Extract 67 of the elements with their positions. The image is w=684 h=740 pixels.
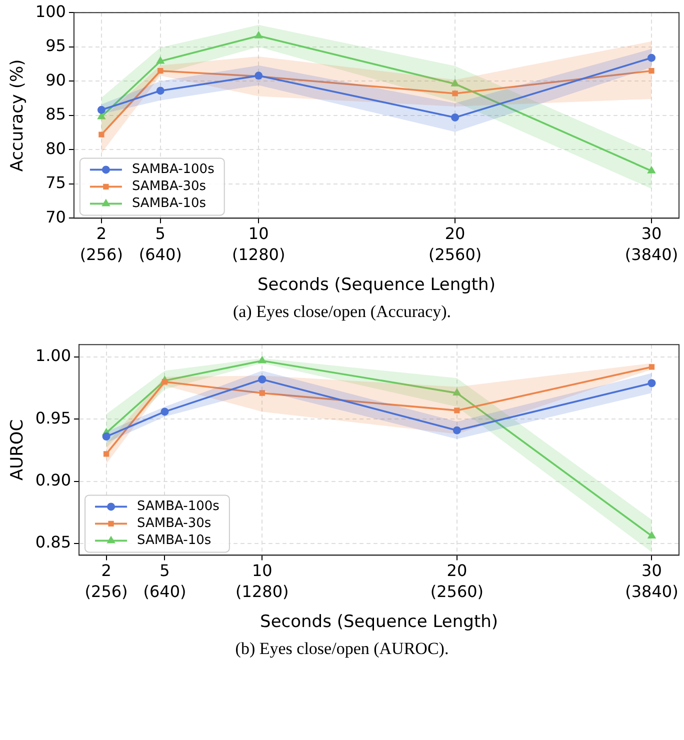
point <box>452 90 458 96</box>
point <box>452 426 461 434</box>
point <box>97 106 106 114</box>
point <box>98 132 104 138</box>
point <box>454 408 460 414</box>
point <box>158 68 164 74</box>
y-axis-title: AUROC <box>8 419 28 480</box>
point <box>648 364 655 370</box>
x2-tick-label: (3840) <box>625 582 678 602</box>
y-axis-title: Accuracy (%) <box>8 59 28 172</box>
y-tick-label: 90 <box>46 70 66 90</box>
legend-label: SAMBA-10s <box>132 196 206 212</box>
x-axis-title: Seconds (Sequence Length) <box>257 275 496 296</box>
x-tick-label: 30 <box>642 560 662 580</box>
point <box>452 388 462 396</box>
point <box>647 54 656 62</box>
point <box>648 379 656 388</box>
x-tick-label: 5 <box>155 224 166 243</box>
point <box>258 375 266 384</box>
point <box>156 86 164 95</box>
x2-tick-label: (2560) <box>428 245 482 264</box>
y-tick-label: 100 <box>35 2 66 21</box>
x-tick-label: 5 <box>160 560 170 580</box>
y-tick-label: 75 <box>46 173 66 192</box>
x-tick-label: 20 <box>446 560 468 580</box>
x2-tick-label: (2560) <box>430 582 484 602</box>
point <box>451 113 460 122</box>
x-tick-label: 20 <box>444 224 466 243</box>
point <box>162 379 168 385</box>
x2-tick-label: (1280) <box>236 582 289 602</box>
y-tick-label: 0.90 <box>35 470 72 490</box>
legend-label: SAMBA-10s <box>137 533 212 548</box>
x2-tick-label: (256) <box>80 245 123 264</box>
x-tick-label: 30 <box>641 224 662 243</box>
x2-tick-label: (1280) <box>232 245 286 264</box>
text: (b) Eyes close/open (AUROC). <box>234 639 450 659</box>
x-tick-label: 10 <box>248 224 269 243</box>
y-tick-label: 85 <box>46 104 66 124</box>
point <box>648 68 654 74</box>
point <box>450 78 460 86</box>
y-tick-label: 70 <box>46 207 66 226</box>
legend-label: SAMBA-100s <box>132 162 215 178</box>
x2-tick-label: (3840) <box>624 245 678 264</box>
text: (a) Eyes close/open (Accuracy). <box>232 302 452 322</box>
point <box>254 30 263 38</box>
x2-tick-label: (640) <box>143 582 186 602</box>
y-tick-label: 1.00 <box>35 346 72 366</box>
point <box>259 390 265 396</box>
y-tick-label: 0.95 <box>35 408 72 428</box>
x-tick-label: 2 <box>101 560 112 580</box>
y-tick-label: 0.85 <box>35 532 72 552</box>
x-tick-label: 10 <box>252 560 272 580</box>
point <box>103 451 110 457</box>
legend-label: SAMBA-100s <box>137 499 220 514</box>
point <box>647 166 656 174</box>
point <box>160 408 169 416</box>
y-tick-label: 80 <box>46 138 66 158</box>
x-axis-title: Seconds (Sequence Length) <box>260 612 498 632</box>
y-tick-label: 95 <box>46 36 66 56</box>
point <box>647 530 656 538</box>
point <box>102 432 110 441</box>
x-tick-label: 2 <box>96 224 107 243</box>
point <box>156 56 165 64</box>
legend-label: SAMBA-30s <box>132 179 206 194</box>
legend-label: SAMBA-30s <box>137 516 212 532</box>
x2-tick-label: (640) <box>138 245 182 264</box>
x2-tick-label: (256) <box>84 582 128 602</box>
